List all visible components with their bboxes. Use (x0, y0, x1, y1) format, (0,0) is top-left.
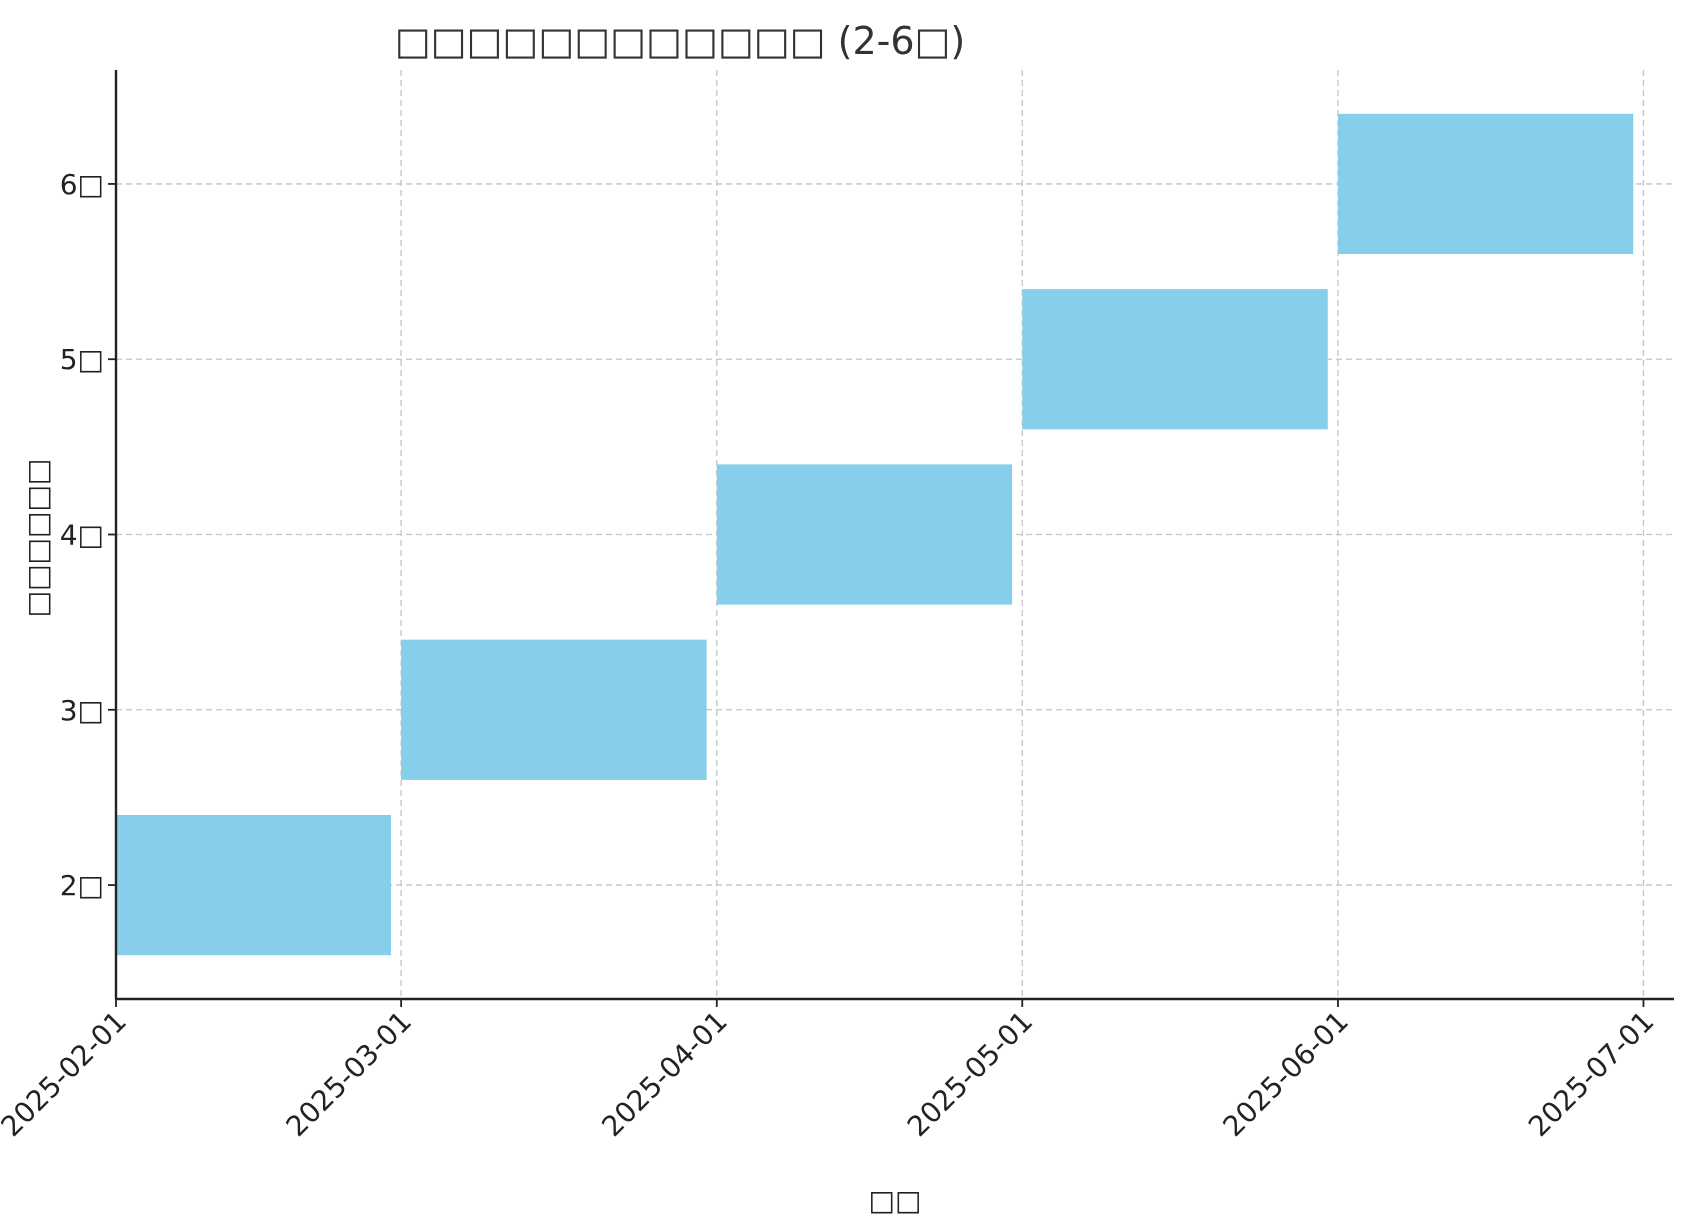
x-tick-label: 2025-04-01 (595, 1005, 733, 1143)
y-tick-label: 2□ (60, 869, 104, 902)
x-ticks: 2025-02-01 2025-03-01 2025-04-01 2025-05-01… (0, 999, 1660, 1143)
x-tick-label: 2025-06-01 (1217, 1005, 1355, 1143)
x-axis-label: □□ (869, 1184, 922, 1217)
x-tick-label: 2025-07-01 (1522, 1005, 1660, 1143)
y-tick-label: 5□ (60, 343, 104, 376)
gantt-bar (116, 814, 391, 956)
y-ticks: 2□ 3□ 4□ 5□ 6□ (60, 168, 116, 902)
y-tick-label: 4□ (60, 519, 104, 552)
x-tick-label: 2025-05-01 (901, 1005, 1039, 1143)
gantt-bar (1022, 289, 1328, 430)
x-tick-label: 2025-03-01 (280, 1005, 418, 1143)
gantt-bar (401, 639, 707, 780)
y-tick-label: 6□ (60, 168, 104, 201)
y-axis-label: □□□□□□ (21, 459, 54, 618)
gantt-bar (716, 464, 1013, 605)
y-tick-label: 3□ (60, 694, 104, 727)
chart-title: □□□□□□□□□□□□ (2-6□) (395, 19, 966, 63)
bars (116, 113, 1634, 956)
x-tick-label: 2025-02-01 (0, 1005, 133, 1143)
gantt-bar (1337, 113, 1634, 255)
